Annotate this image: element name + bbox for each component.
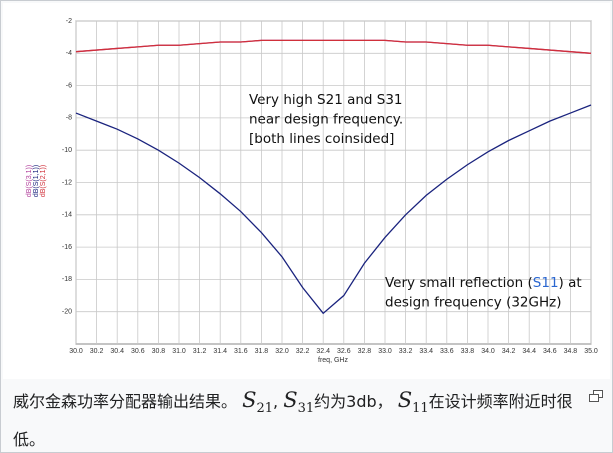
x-tick-label: 33.4 [419,348,433,355]
x-tick-label: 34.0 [481,348,495,355]
annotation: Very high S21 and S31 [249,92,403,108]
y-tick-label: -10 [62,147,72,154]
chart: freq, GHz dB(S(3,1))dB(S(1,1))dB(S(2,1))… [3,3,610,379]
math-base: S [397,388,413,412]
math-sub: 11 [412,401,429,417]
legend-entry: dB(S(1,1)) [33,165,40,197]
x-tick-label: 34.4 [522,348,536,355]
annotation-text: Very high S21 and S31 [249,92,403,108]
x-tick-label: 31.6 [234,348,248,355]
x-tick-label: 34.2 [502,348,516,355]
x-tick-label: 30.6 [131,348,145,355]
x-tick-label: 32.4 [316,348,330,355]
x-tick-label: 30.8 [152,348,166,355]
x-tick-label: 31.2 [193,348,207,355]
y-tick-label: -4 [66,50,72,57]
y-axis-label: dB(S(3,1))dB(S(1,1))dB(S(2,1)) [26,165,47,197]
x-tick-label: 33.0 [378,348,392,355]
caption-text: 威尔金森功率分配器输出结果。 [13,392,243,411]
series-line [75,39,592,54]
x-tick-label: 30.0 [69,348,83,355]
x-tick-label: 34.6 [543,348,557,355]
math-sub: 31 [297,401,315,417]
x-tick-label: 31.4 [213,348,227,355]
x-tick-label: 30.4 [110,348,124,355]
annotation-text: near design frequency. [249,112,403,128]
x-tick-label: 33.2 [399,348,413,355]
x-tick-label: 32.6 [337,348,351,355]
x-tick-label: 33.6 [440,348,454,355]
math: S31 [283,388,314,416]
x-tick-label: 32.0 [275,348,289,355]
math-base: S [283,388,298,412]
x-tick-label: 31.8 [255,348,269,355]
math-sub: 21 [256,401,274,417]
y-tick-label: -18 [62,276,72,283]
annotation-text: S11 [533,275,559,291]
y-tick-label: -6 [66,82,72,89]
y-tick-label: -16 [62,244,72,251]
y-tick-label: -14 [62,212,72,219]
annotation: near design frequency. [249,112,403,128]
annotation-text: ) at [559,275,582,291]
y-tick-label: -8 [66,115,72,122]
y-tick-label: -20 [62,309,72,316]
series-line [75,104,592,315]
y-tick-label: -2 [66,18,72,25]
enlarge-icon[interactable] [589,390,603,402]
legend-entry: dB(S(2,1)) [40,165,47,197]
caption-text: 约为3db， [314,392,398,411]
annotation-text: design frequency (32GHz) [385,295,562,311]
x-tick-label: 32.8 [358,348,372,355]
annotation: design frequency (32GHz) [385,295,562,311]
x-tick-label: 31.0 [172,348,186,355]
annotation: [both lines coinsided] [249,131,394,147]
x-axis-label: freq, GHz [318,357,348,364]
annotation-text: Very small reflection ( [385,275,533,291]
annotation-text: [both lines coinsided] [249,131,394,147]
math: S21 [242,388,273,416]
x-tick-label: 34.8 [564,348,578,355]
math: S11 [397,388,429,416]
x-tick-label: 32.2 [296,348,310,355]
caption-text: , [273,392,284,411]
annotation: Very small reflection (S11) at [385,275,582,291]
x-tick-label: 35.0 [584,348,598,355]
x-tick-label: 30.2 [90,348,104,355]
legend-entry: dB(S(3,1)) [26,165,33,197]
caption: 威尔金森功率分配器输出结果。 S21, S31约为3db， S11在设计频率附近… [13,385,583,452]
caption-text: 在设计频率附近时很低。 [13,392,573,450]
y-tick-label: -12 [62,179,72,186]
math-base: S [242,388,257,412]
x-tick-label: 33.8 [461,348,475,355]
